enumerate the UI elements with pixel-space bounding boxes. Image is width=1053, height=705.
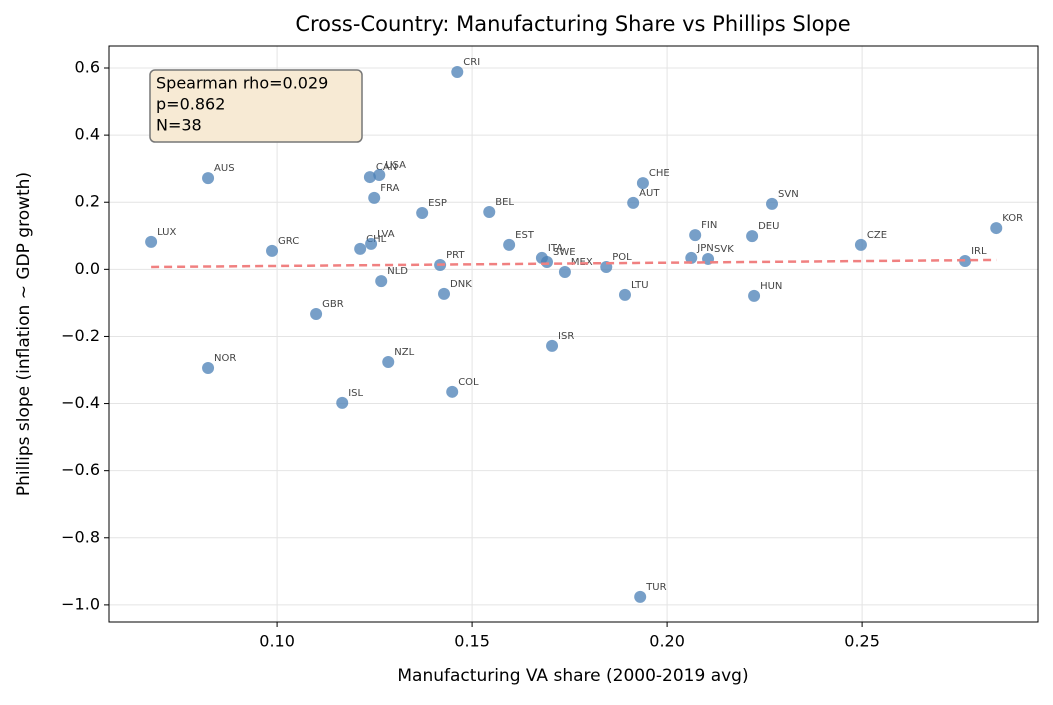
point-label: AUS [214, 163, 235, 174]
point [483, 205, 496, 218]
point-label: AUT [639, 188, 660, 199]
point [546, 339, 559, 352]
point [627, 196, 640, 209]
point [310, 307, 323, 320]
point [416, 206, 429, 219]
point [634, 590, 647, 603]
point [540, 255, 553, 268]
point [446, 385, 459, 398]
point-label: USA [385, 160, 406, 171]
trend-line [151, 258, 997, 269]
y-tick-label: 0.0 [75, 259, 100, 278]
point-label: CAN [376, 162, 397, 173]
point [854, 238, 867, 251]
point-label: LTU [631, 280, 649, 291]
y-tick-label: −0.6 [61, 460, 100, 479]
y-tick-label: −0.4 [61, 393, 100, 412]
y-axis-label: Phillips slope (inflation ~ GDP growth) [14, 172, 34, 496]
point [375, 275, 388, 288]
point [558, 266, 571, 279]
point-label: ITA [548, 243, 563, 254]
point [766, 197, 779, 210]
point [685, 251, 698, 264]
y-tick-label: −0.8 [61, 527, 100, 546]
point-label: CHE [649, 168, 670, 179]
point-label: SVN [778, 189, 799, 200]
point-label: KOR [1002, 213, 1023, 224]
point [636, 177, 649, 190]
point-label: FRA [380, 183, 399, 194]
point [746, 230, 759, 243]
point [145, 235, 158, 248]
point-label: SVK [714, 244, 734, 255]
point-label: PRT [446, 250, 465, 261]
point-label: NLD [387, 266, 408, 277]
point-label: ISR [558, 331, 574, 342]
point [438, 287, 451, 300]
point-label: LUX [157, 227, 176, 238]
point [363, 171, 376, 184]
point-label: FIN [701, 220, 717, 231]
x-tick-label: 0.10 [259, 632, 295, 651]
point [689, 229, 702, 242]
point-label: GBR [322, 299, 344, 310]
point [266, 244, 279, 257]
point [990, 222, 1003, 235]
point [618, 288, 631, 301]
point-label: NZL [394, 347, 414, 358]
point-label: IRL [971, 246, 987, 257]
point [336, 396, 349, 409]
x-tick-label: 0.25 [844, 632, 880, 651]
point-label: POL [612, 252, 632, 263]
point-label: NOR [214, 353, 236, 364]
plot-frame [108, 45, 1039, 623]
point-label: CZE [867, 230, 887, 241]
point [202, 172, 215, 185]
point [748, 289, 761, 302]
y-tick-label: 0.2 [75, 192, 100, 211]
y-tick-label: 0.4 [75, 125, 100, 144]
y-tick-label: −1.0 [61, 594, 100, 613]
point [503, 238, 516, 251]
annotation-text: Spearman rho=0.029 [156, 74, 328, 93]
point [451, 66, 464, 79]
point-label: JPN [696, 243, 713, 254]
annotation-box [149, 69, 363, 143]
point-label: DNK [450, 279, 472, 290]
point [202, 361, 215, 374]
point-label: TUR [645, 582, 666, 593]
annotation-text: N=38 [156, 116, 202, 135]
point-label: CHL [366, 234, 387, 245]
point-label: BEL [495, 197, 514, 208]
point [365, 237, 378, 250]
point [368, 191, 381, 204]
point-label: LVA [377, 229, 395, 240]
point-label: CRI [463, 57, 480, 68]
point [354, 242, 367, 255]
point-label: ISL [348, 388, 363, 399]
x-tick-label: 0.20 [649, 632, 685, 651]
point [373, 169, 386, 182]
y-tick-label: 0.6 [75, 58, 100, 77]
x-axis-label: Manufacturing VA share (2000-2019 avg) [397, 666, 748, 686]
point-label: COL [458, 377, 479, 388]
point-label: EST [515, 230, 535, 241]
point-label: ESP [428, 198, 447, 209]
y-tick-label: −0.2 [61, 326, 100, 345]
point-label: GRC [278, 236, 299, 247]
chart-title: Cross-Country: Manufacturing Share vs Ph… [295, 12, 850, 36]
x-tick-label: 0.15 [454, 632, 490, 651]
point-label: DEU [758, 221, 779, 232]
point [382, 355, 395, 368]
point-label: HUN [760, 281, 782, 292]
annotation-text: p=0.862 [156, 95, 225, 114]
point-label: SWE [553, 247, 576, 258]
